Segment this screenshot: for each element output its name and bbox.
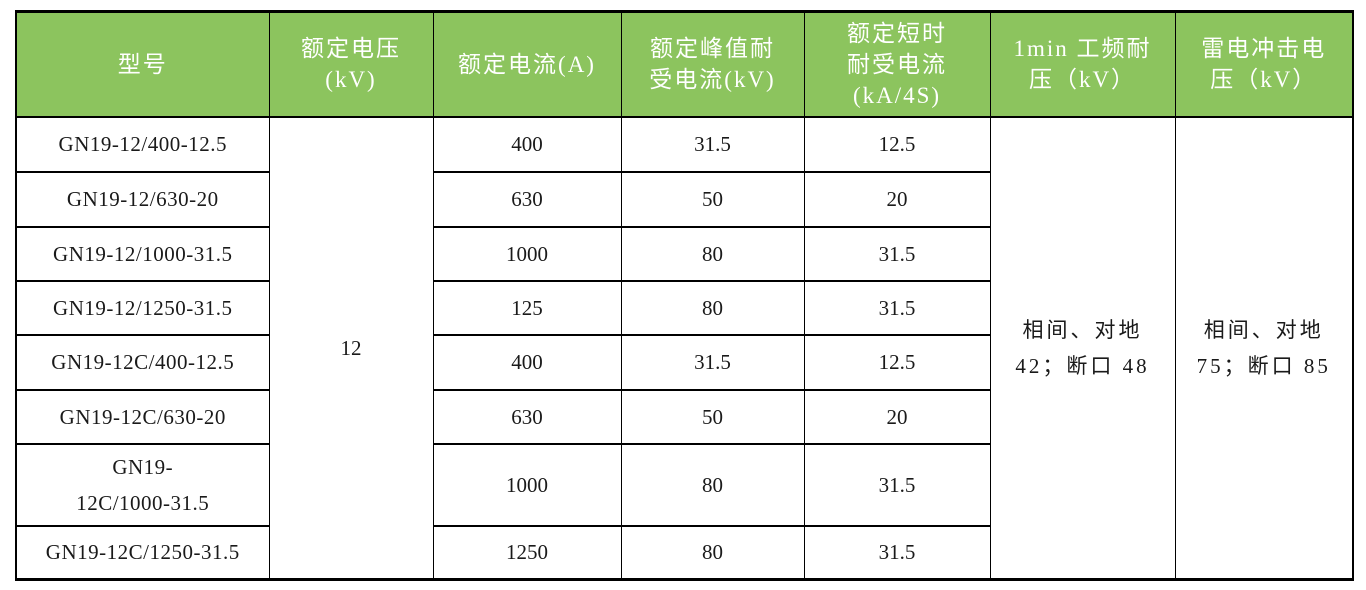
current-cell: 1000 — [432, 442, 622, 527]
spec-table: 型号 额定电压 (kV) 额定电流(A) 额定峰值耐 受电流(kV) 额定短时 … — [15, 10, 1354, 581]
model-cell: GN19-12/400-12.5 — [15, 115, 270, 173]
current-cell: 630 — [432, 388, 622, 445]
header-rated-current: 额定电流(A) — [432, 10, 622, 118]
current-cell: 125 — [432, 279, 622, 336]
peak-current-cell: 80 — [620, 225, 805, 282]
table-row: GN19-12C/630-20 630 50 20 — [15, 388, 1353, 445]
peak-current-cell: 50 — [620, 388, 805, 445]
short-time-current-cell: 12.5 — [803, 333, 991, 391]
header-rated-voltage: 额定电压 (kV) — [268, 10, 434, 118]
current-cell: 630 — [432, 170, 622, 228]
peak-current-cell: 80 — [620, 442, 805, 527]
peak-current-cell: 31.5 — [620, 115, 805, 173]
peak-current-cell: 80 — [620, 279, 805, 336]
peak-current-cell: 31.5 — [620, 333, 805, 391]
current-cell: 400 — [432, 333, 622, 391]
header-short-time-withstand-current: 额定短时 耐受电流 (kA/4S) — [803, 10, 991, 118]
model-cell: GN19-12/630-20 — [15, 170, 270, 228]
peak-current-cell: 50 — [620, 170, 805, 228]
header-power-frequency-withstand-voltage: 1min 工频耐 压（kV） — [989, 10, 1176, 118]
table-row: GN19-12/1000-31.5 1000 80 31.5 — [15, 225, 1353, 282]
model-cell: GN19-12C/630-20 — [15, 388, 270, 445]
power-frequency-withstand-cell: 相间、对地 42；断口 48 — [989, 115, 1176, 581]
model-cell: GN19-12/1000-31.5 — [15, 225, 270, 282]
model-cell: GN19-12C/1250-31.5 — [15, 524, 270, 581]
short-time-current-cell: 31.5 — [803, 225, 991, 282]
lightning-impulse-cell: 相间、对地 75；断口 85 — [1174, 115, 1354, 581]
table-row: GN19-12/1250-31.5 125 80 31.5 — [15, 279, 1353, 336]
table-row: GN19-12C/1250-31.5 1250 80 31.5 — [15, 524, 1353, 581]
rated-voltage-cell: 12 — [268, 115, 434, 581]
current-cell: 400 — [432, 115, 622, 173]
short-time-current-cell: 31.5 — [803, 524, 991, 581]
short-time-current-cell: 20 — [803, 388, 991, 445]
table-row: GN19-12C/400-12.5 400 31.5 12.5 — [15, 333, 1353, 391]
header-peak-withstand-current: 额定峰值耐 受电流(kV) — [620, 10, 805, 118]
peak-current-cell: 80 — [620, 524, 805, 581]
header-row: 型号 额定电压 (kV) 额定电流(A) 额定峰值耐 受电流(kV) 额定短时 … — [15, 10, 1354, 118]
current-cell: 1250 — [432, 524, 622, 581]
header-lightning-impulse-voltage: 雷电冲击电 压（kV） — [1174, 10, 1354, 118]
short-time-current-cell: 20 — [803, 170, 991, 228]
model-cell: GN19-12/1250-31.5 — [15, 279, 270, 336]
current-cell: 1000 — [432, 225, 622, 282]
table-row: GN19- 12C/1000-31.5 1000 80 31.5 — [15, 442, 1353, 527]
header-model: 型号 — [15, 10, 270, 118]
short-time-current-cell: 31.5 — [803, 442, 991, 527]
short-time-current-cell: 31.5 — [803, 279, 991, 336]
table-row: GN19-12/400-12.5 12 400 31.5 12.5 相间、对地 … — [15, 115, 1354, 581]
model-cell: GN19-12C/400-12.5 — [15, 333, 270, 391]
table-row: GN19-12/630-20 630 50 20 — [15, 170, 1353, 228]
short-time-current-cell: 12.5 — [803, 115, 991, 173]
model-cell: GN19- 12C/1000-31.5 — [15, 442, 270, 527]
